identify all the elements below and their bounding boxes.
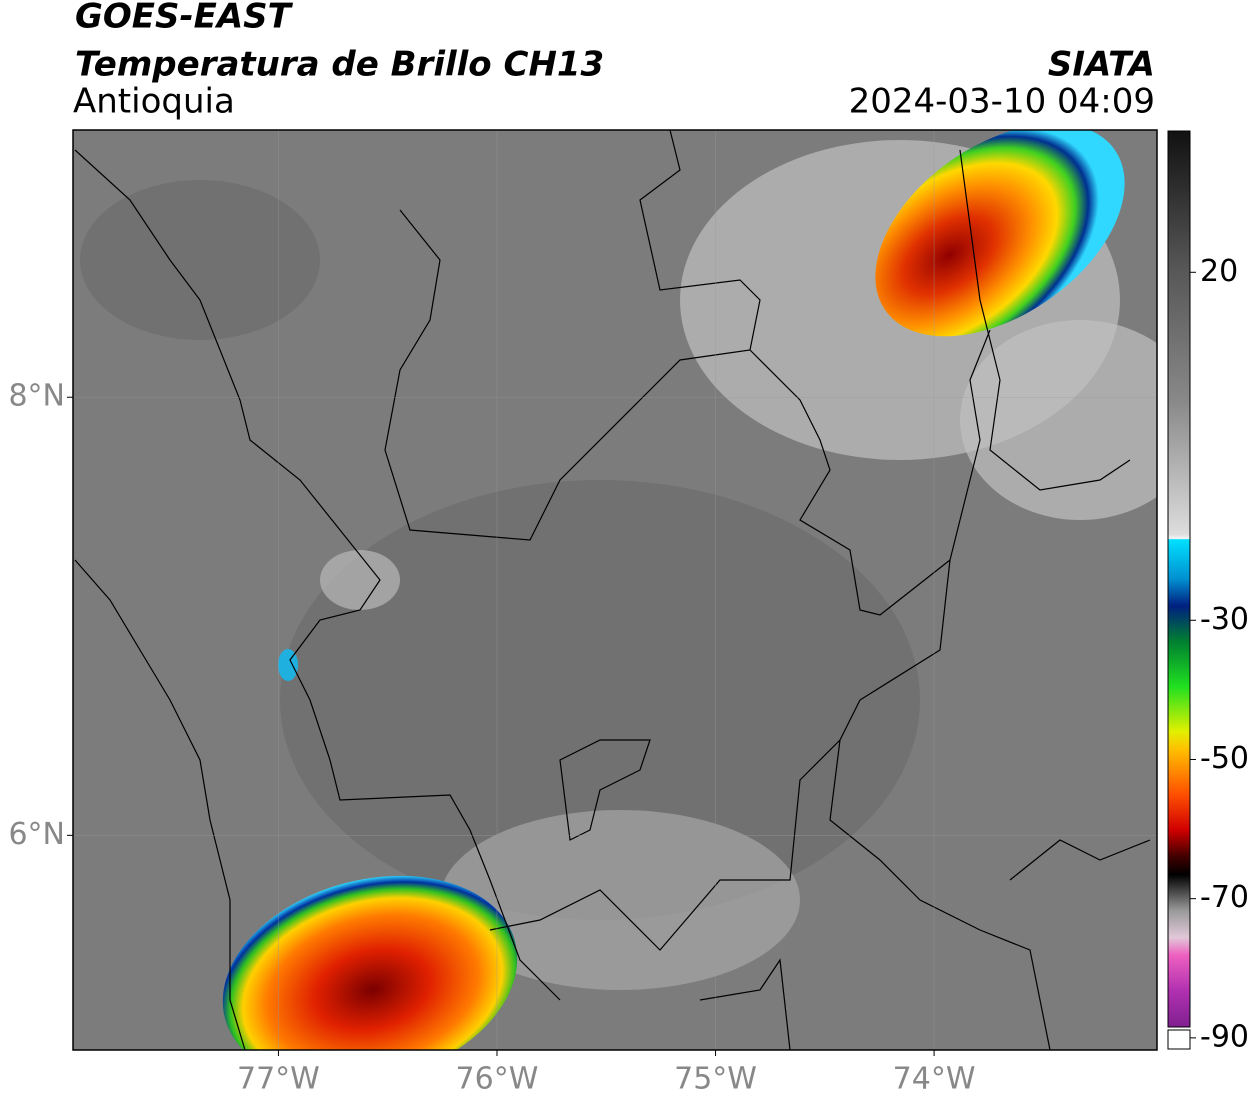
colorbar xyxy=(1167,130,1191,1028)
lon-tick-label: 77°W xyxy=(237,1062,320,1097)
source: SIATA xyxy=(1048,45,1155,85)
lat-tick-label: 6°N xyxy=(8,817,65,852)
datetime: 2024-03-10 04:09 xyxy=(849,82,1155,122)
colorbar-tick-label: -70 xyxy=(1200,880,1249,915)
map-frame xyxy=(72,129,1158,1051)
lat-tick-label: 8°N xyxy=(8,379,65,414)
colorbar-tick-label: 20 xyxy=(1200,254,1238,289)
map-image xyxy=(73,130,1157,1050)
colorbar-tick-label: -30 xyxy=(1200,602,1249,637)
subtitle: Temperatura de Brillo CH13 xyxy=(75,45,604,85)
lon-tick-label: 74°W xyxy=(893,1062,976,1097)
colorbar-extend xyxy=(1167,1029,1191,1050)
region: Antioquia xyxy=(73,82,235,122)
lon-tick-label: 76°W xyxy=(456,1062,539,1097)
colorbar-tick-label: -50 xyxy=(1200,741,1249,776)
lon-tick-label: 75°W xyxy=(674,1062,757,1097)
colorbar-tick-label: -90 xyxy=(1200,1019,1249,1054)
title: GOES-EAST xyxy=(75,0,294,37)
